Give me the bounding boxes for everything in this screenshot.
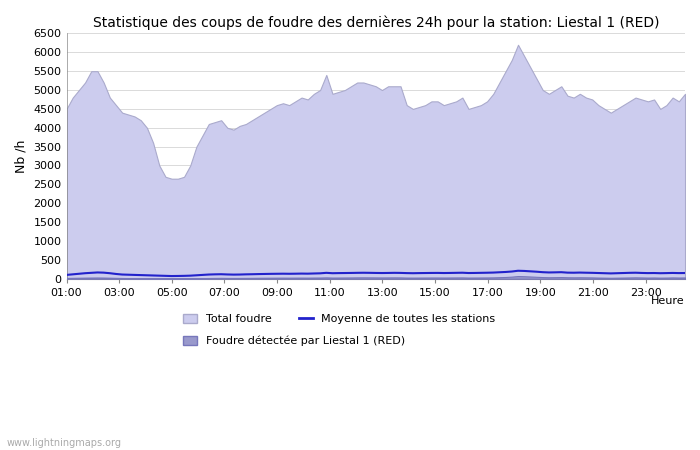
Text: www.lightningmaps.org: www.lightningmaps.org [7, 438, 122, 448]
Legend: Foudre détectée par Liestal 1 (RED): Foudre détectée par Liestal 1 (RED) [183, 336, 405, 346]
Text: Heure: Heure [652, 296, 685, 306]
Y-axis label: Nb /h: Nb /h [15, 140, 28, 173]
Title: Statistique des coups de foudre des dernières 24h pour la station: Liestal 1 (RE: Statistique des coups de foudre des dern… [92, 15, 659, 30]
